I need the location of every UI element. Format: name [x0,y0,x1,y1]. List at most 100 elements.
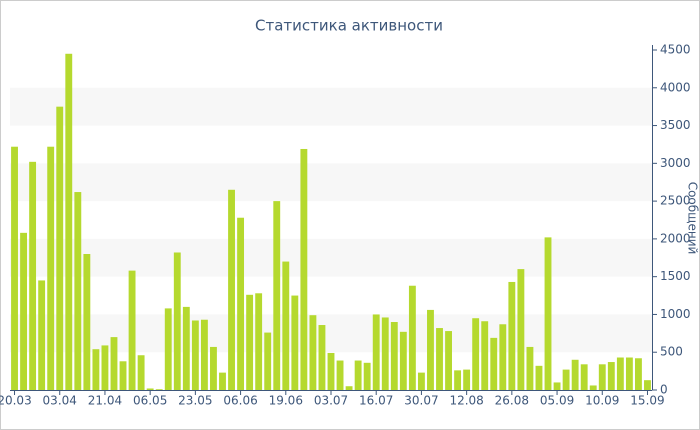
x-tick-label: 26.08 [495,394,529,408]
y-tick-label: 2500 [660,194,691,208]
bar [210,346,217,390]
grid-band [10,163,652,202]
y-tick-label: 3500 [660,118,691,132]
bar [481,321,489,390]
x-tick-label: 19.06 [269,394,303,408]
bar [20,232,27,390]
bar [264,332,272,390]
bar [399,331,407,390]
bar [589,385,597,390]
y-tick-label: 2000 [660,231,691,245]
y-tick-label: 0 [660,383,668,397]
x-tick-label: 03.07 [314,394,348,408]
x-tick-label: 20.03 [0,394,32,408]
y-tick-label: 3000 [660,156,691,170]
bar [146,388,154,390]
bar [526,346,534,390]
bar [562,369,570,390]
bar [200,319,208,390]
bar [182,306,190,390]
x-tick-label: 15.09 [630,394,664,408]
bar [74,192,82,390]
x-tick-label: 21.04 [88,394,122,408]
bar [300,148,308,390]
chart-title: Статистика активности [255,17,443,35]
bar [47,146,55,390]
bar [490,337,498,390]
bar [499,324,507,390]
bar [164,308,172,390]
bar [291,295,299,390]
bar [128,270,136,390]
bar [110,337,118,390]
bar [363,362,371,390]
bar [417,372,425,390]
bar [463,369,471,390]
bar [101,345,109,390]
grid-band [10,238,652,277]
bar [237,217,245,390]
bar [544,237,552,390]
bar [635,358,642,390]
bar [309,315,317,390]
bar [508,281,516,390]
bar [571,359,579,390]
x-tick-label: 16.07 [359,394,393,408]
bar [553,382,561,390]
bar [228,189,235,390]
bar [616,357,624,390]
y-tick-label: 1000 [660,307,691,321]
grid-band [10,87,652,126]
y-tick-label: 500 [660,345,683,359]
bar [427,309,434,390]
bar [92,349,100,390]
bar [83,254,91,390]
bar [436,328,443,390]
bar [535,365,543,390]
x-tick-label: 06.05 [133,394,167,408]
y-tick-label: 1500 [660,269,691,283]
bar [408,285,416,390]
bar [137,355,145,390]
x-tick-label: 12.08 [449,394,483,408]
bar [372,314,380,390]
bar [327,352,335,390]
bar [246,294,254,390]
bar [580,364,588,390]
bar [318,325,326,390]
bar [381,317,389,390]
bar [625,357,633,390]
bar [155,389,163,390]
bar [56,106,64,391]
y-tick-label: 4000 [660,80,691,94]
bar [454,370,462,390]
x-tick-label: 05.09 [540,394,574,408]
bar [11,146,18,390]
bar [607,362,615,390]
bar [282,261,290,390]
bar [219,372,226,390]
x-tick-label: 06.06 [223,394,257,408]
bar [173,252,181,390]
x-tick-label: 30.07 [404,394,438,408]
bar [390,322,398,390]
bar [191,320,199,390]
bar [472,318,480,390]
x-tick-label: 23.05 [178,394,212,408]
bar [598,364,606,390]
x-tick-label: 03.04 [43,394,77,408]
bar [445,331,452,390]
x-tick-label: 10.09 [585,394,619,408]
bar [273,201,281,390]
bar [354,360,362,390]
bar [517,269,525,390]
y-axis-label: Сообщений [686,182,700,255]
bar [119,361,127,390]
bar [65,53,73,391]
bar [336,360,344,390]
bar [38,280,46,390]
bar [644,380,651,390]
bar [345,386,353,390]
bar [255,293,263,390]
